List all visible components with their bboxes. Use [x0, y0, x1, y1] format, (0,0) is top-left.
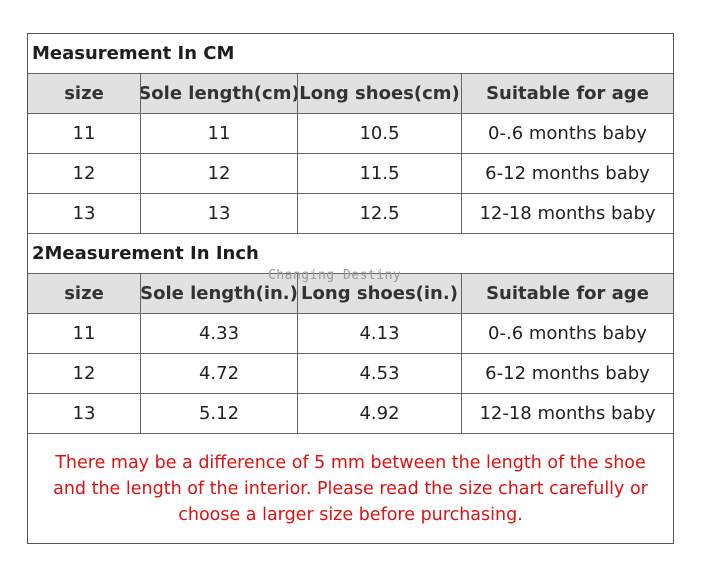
age-cell: 12-18 months baby [479, 203, 656, 224]
long-shoes-cell: 4.92 [298, 394, 462, 433]
table-row: 13 5.12 4.92 12-18 months baby [28, 394, 673, 434]
age-cell: 6-12 months baby [485, 363, 650, 384]
age-cell: 6-12 months baby [485, 163, 650, 184]
size-cell: 12 [28, 354, 141, 393]
cm-section-title: Measurement In CM [28, 34, 673, 74]
size-chart: Measurement In CM size Sole length(cm) L… [27, 33, 674, 544]
sole-length-cell: 11 [141, 114, 298, 153]
size-cell: 13 [28, 194, 141, 233]
age-cell: 0-.6 months baby [488, 123, 647, 144]
inch-header-long-shoes: Long shoes(in.) [298, 274, 462, 313]
table-row: 13 13 12.5 12-18 months baby [28, 194, 673, 234]
size-cell: 12 [28, 154, 141, 193]
long-shoes-cell: 12.5 [298, 194, 462, 233]
long-shoes-cell: 10.5 [298, 114, 462, 153]
inch-header-size: size [28, 274, 141, 313]
size-cell: 11 [28, 114, 141, 153]
long-shoes-cell: 11.5 [298, 154, 462, 193]
cm-header-age: Suitable for age [486, 83, 649, 104]
sole-length-cell: 12 [141, 154, 298, 193]
inch-header-age: Suitable for age [486, 283, 649, 304]
inch-header-row: size Sole length(in.) Long shoes(in.) Su… [28, 274, 673, 314]
size-disclaimer-note: There may be a difference of 5 mm betwee… [53, 452, 648, 525]
age-cell: 0-.6 months baby [488, 323, 647, 344]
cm-header-row: size Sole length(cm) Long shoes(cm) Suit… [28, 74, 673, 114]
age-cell: 12-18 months baby [479, 403, 656, 424]
long-shoes-cell: 4.13 [298, 314, 462, 353]
inch-section-title: 2Measurement In Inch [28, 234, 673, 274]
sole-length-cell: 4.72 [141, 354, 298, 393]
cm-header-size: size [28, 74, 141, 113]
table-row: 12 12 11.5 6-12 months baby [28, 154, 673, 194]
sole-length-cell: 4.33 [141, 314, 298, 353]
sole-length-cell: 13 [141, 194, 298, 233]
size-cell: 13 [28, 394, 141, 433]
table-row: 11 11 10.5 0-.6 months baby [28, 114, 673, 154]
inch-header-sole-length: Sole length(in.) [141, 274, 298, 313]
cm-header-long-shoes: Long shoes(cm) [298, 74, 462, 113]
cm-header-sole-length: Sole length(cm) [141, 74, 298, 113]
long-shoes-cell: 4.53 [298, 354, 462, 393]
table-row: 11 4.33 4.13 0-.6 months baby [28, 314, 673, 354]
size-cell: 11 [28, 314, 141, 353]
sole-length-cell: 5.12 [141, 394, 298, 433]
table-row: 12 4.72 4.53 6-12 months baby [28, 354, 673, 394]
